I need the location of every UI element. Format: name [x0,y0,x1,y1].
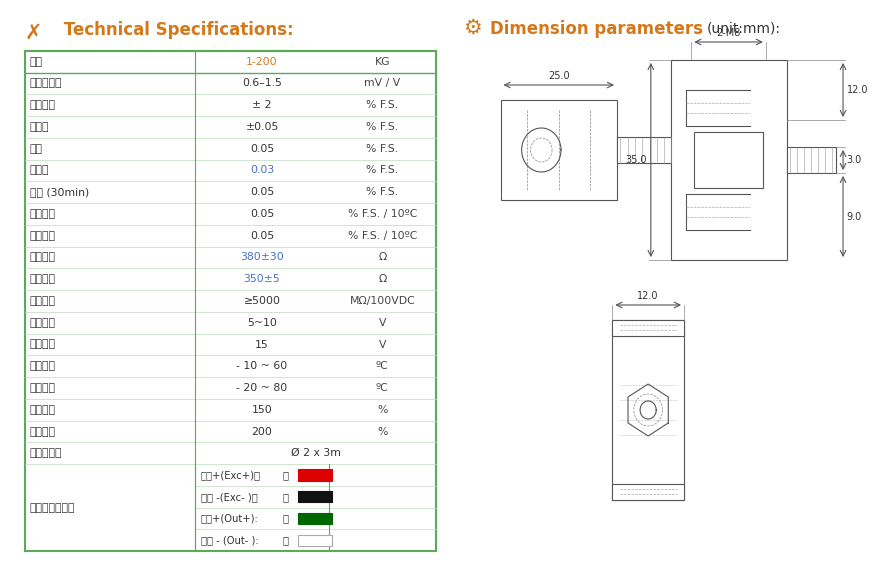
Text: (unit:mm):: (unit:mm): [706,22,780,36]
Text: 15: 15 [255,340,269,350]
Text: 零点温漂: 零点温漂 [30,231,56,241]
Text: 电缆线尺寸: 电缆线尺寸 [30,448,63,458]
Text: % F.S. / 10ºC: % F.S. / 10ºC [348,231,417,241]
Bar [617,137,675,163]
Text: 35.0: 35.0 [626,155,647,165]
Text: 电缆线连接方式: 电缆线连接方式 [30,503,75,512]
Text: 灵敏温漂: 灵敏温漂 [30,209,56,219]
Text: 3.0: 3.0 [847,155,862,165]
Text: KG: KG [375,56,390,67]
Bar [612,320,684,500]
Bar [686,194,749,230]
Text: 信号 - (Out- ):: 信号 - (Out- ): [200,535,258,545]
Text: 输出灵敏度: 输出灵敏度 [30,79,63,89]
Text: 绿: 绿 [283,514,289,524]
Bar [25,51,435,551]
Text: 重复性: 重复性 [30,166,49,176]
Text: 温补范围: 温补范围 [30,361,56,371]
Bar [694,132,763,188]
Bar [298,491,332,502]
Text: 工作温度: 工作温度 [30,383,56,393]
Text: 安全超载: 安全超载 [30,405,56,415]
Text: 0.05: 0.05 [250,187,274,197]
Text: 0.6–1.5: 0.6–1.5 [242,79,282,89]
Text: 零点输出: 零点输出 [30,100,56,110]
Text: 红: 红 [283,470,289,480]
Text: Technical Specifications:: Technical Specifications: [58,21,294,39]
Text: 25.0: 25.0 [548,71,569,81]
Text: 滞后: 滞后 [30,144,43,154]
Text: % F.S.: % F.S. [367,100,399,110]
Text: 极限超载: 极限超载 [30,427,56,437]
Text: 200: 200 [251,427,273,437]
Text: 激励+(Exc+)：: 激励+(Exc+)： [200,470,261,480]
Text: 0.05: 0.05 [250,231,274,241]
Text: 9.0: 9.0 [847,211,862,221]
Bar [670,60,787,260]
Text: Ø 2 x 3m: Ø 2 x 3m [291,448,341,458]
Text: 白: 白 [283,535,289,545]
Bar [787,147,836,173]
Text: ✗: ✗ [25,23,42,42]
Text: ≥5000: ≥5000 [243,296,281,306]
Text: 150: 150 [252,405,273,415]
Text: ºC: ºC [376,383,389,393]
Text: V: V [379,340,386,350]
Text: 380±30: 380±30 [240,253,284,263]
Text: 2-M8: 2-M8 [716,28,741,38]
Text: 5~10: 5~10 [247,318,277,328]
Bar [298,534,332,546]
Text: V: V [379,318,386,328]
Text: 最大电压: 最大电压 [30,340,56,350]
Text: 350±5: 350±5 [244,274,281,284]
Text: ± 2: ± 2 [252,100,272,110]
Text: ⚙: ⚙ [463,18,482,38]
Text: % F.S.: % F.S. [367,166,399,176]
Text: 黑: 黑 [283,492,289,502]
Bar [612,320,684,336]
Text: 蠕变 (30min): 蠕变 (30min) [30,187,89,197]
Text: 量程: 量程 [30,56,43,67]
Text: 使用电压: 使用电压 [30,318,56,328]
Text: 非线性: 非线性 [30,122,49,132]
Bar [298,513,332,524]
Text: ºC: ºC [376,361,389,371]
Text: 0.05: 0.05 [250,209,274,219]
Text: 12.0: 12.0 [847,85,868,95]
Text: mV / V: mV / V [364,79,401,89]
Text: 输入电阻: 输入电阻 [30,253,56,263]
Text: %: % [377,427,388,437]
Bar [612,484,684,500]
Text: Dimension parameters: Dimension parameters [490,20,703,38]
Text: 输出电阻: 输出电阻 [30,274,56,284]
Text: ±0.05: ±0.05 [245,122,279,132]
Bar [501,100,617,200]
Text: 激励 -(Exc- )：: 激励 -(Exc- )： [200,492,257,502]
Text: - 20 ~ 80: - 20 ~ 80 [236,383,288,393]
Text: 信号+(Out+):: 信号+(Out+): [200,514,258,524]
Text: % F.S.: % F.S. [367,187,399,197]
Text: 1-200: 1-200 [246,56,278,67]
Text: Ω: Ω [378,253,386,263]
Text: MΩ/100VDC: MΩ/100VDC [350,296,415,306]
Text: 0.05: 0.05 [250,144,274,154]
Bar [686,90,749,126]
Bar [298,470,332,481]
Text: % F.S.: % F.S. [367,122,399,132]
Text: - 10 ~ 60: - 10 ~ 60 [236,361,288,371]
Text: Ω: Ω [378,274,386,284]
Text: 0.03: 0.03 [250,166,274,176]
Text: % F.S. / 10ºC: % F.S. / 10ºC [348,209,417,219]
Text: % F.S.: % F.S. [367,144,399,154]
Text: 绝缘电阻: 绝缘电阻 [30,296,56,306]
Text: %: % [377,405,388,415]
Text: 12.0: 12.0 [637,291,659,301]
